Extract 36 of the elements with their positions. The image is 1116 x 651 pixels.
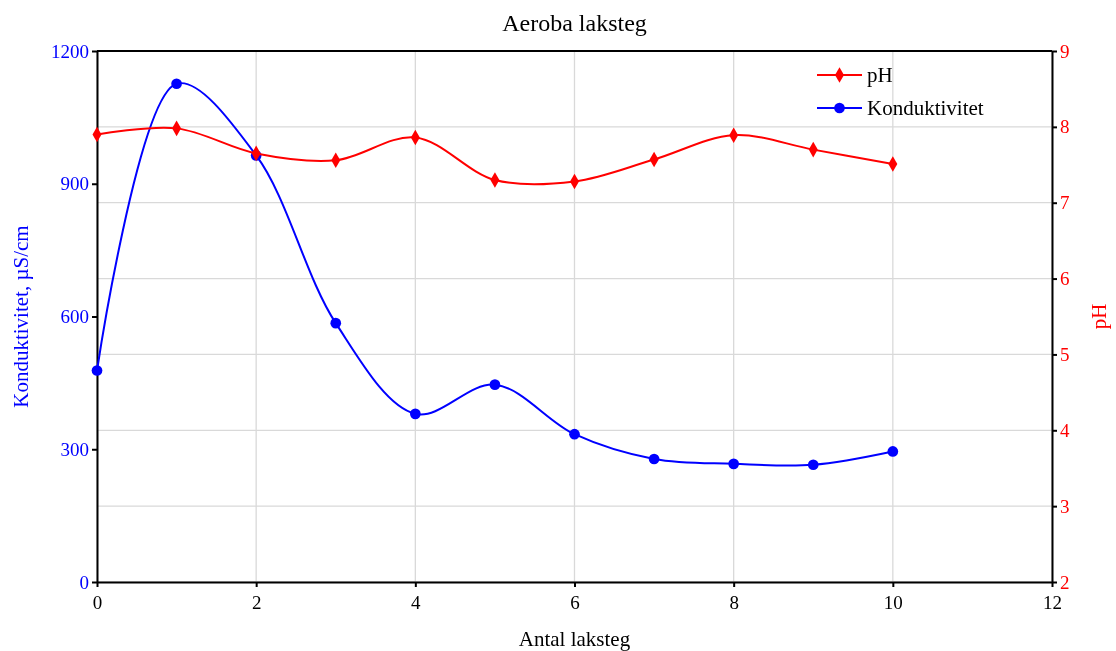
- y-tick-label: 1200: [51, 40, 89, 62]
- y-axis-title: Konduktivitet, µS/cm: [9, 225, 33, 408]
- y2-axis-title: pH: [1087, 303, 1111, 330]
- point: [887, 446, 899, 457]
- y2-tick-label: 8: [1060, 116, 1070, 138]
- x-axis-title: Antal laksteg: [518, 627, 631, 651]
- x-tick-label: 6: [570, 592, 580, 613]
- point: [807, 459, 819, 471]
- y-tick-label: 300: [60, 438, 89, 460]
- x-tick-label: 10: [883, 592, 903, 613]
- y2-tick-label: 9: [1060, 40, 1070, 62]
- x-tick-label: 4: [411, 592, 422, 613]
- point: [489, 379, 501, 390]
- point: [409, 408, 421, 420]
- y2-tick-label: 3: [1060, 495, 1070, 517]
- legend-label: Konduktivitet: [867, 96, 984, 120]
- x-tick-label: 0: [92, 592, 103, 613]
- chart-title: Aeroba laksteg: [502, 10, 647, 36]
- y2-tick-label: 6: [1060, 268, 1070, 290]
- y-tick-label: 0: [79, 571, 89, 593]
- y-tick-label: 600: [60, 306, 89, 328]
- point: [648, 453, 660, 465]
- y2-tick-label: 4: [1060, 419, 1070, 441]
- y2-tick-label: 2: [1060, 571, 1070, 593]
- legend-label: pH: [867, 63, 893, 87]
- point: [91, 365, 103, 376]
- y-tick-label: 900: [60, 173, 89, 195]
- y2-tick-label: 7: [1060, 192, 1070, 214]
- point: [171, 78, 182, 90]
- point: [330, 317, 342, 329]
- y2-tick-label: 5: [1060, 344, 1070, 366]
- point: [728, 458, 740, 470]
- point: [569, 428, 580, 440]
- x-tick-label: 2: [251, 592, 262, 613]
- x-tick-label: 8: [729, 592, 739, 613]
- x-tick-label: 12: [1043, 592, 1062, 613]
